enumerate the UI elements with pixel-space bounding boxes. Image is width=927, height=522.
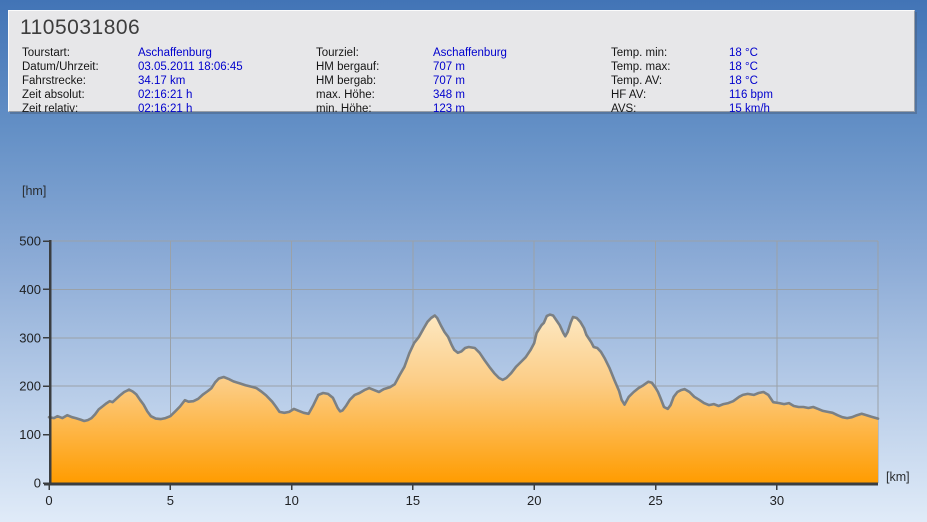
stats-column-elevation: Tourziel: Aschaffenburg HM bergauf: 707 m … [316, 46, 507, 116]
stat-label: Fahrstrecke: [22, 75, 86, 87]
stat-label: min. Höhe: [316, 103, 372, 115]
stat-row: Tourziel: Aschaffenburg [316, 46, 507, 60]
stat-row: AVS: 15 km/h [611, 102, 773, 116]
x-tick-label: 5 [167, 493, 174, 508]
stat-value: Aschaffenburg [433, 47, 507, 59]
stat-row: HM bergab: 707 m [316, 74, 507, 88]
x-tick-label: 0 [45, 493, 52, 508]
stat-label: HF AV: [611, 89, 647, 101]
chart-gridlines [49, 240, 879, 483]
elevation-area [49, 314, 878, 483]
y-tick-label: 400 [19, 282, 41, 297]
stat-row: Datum/Uhrzeit: 03.05.2011 18:06:45 [22, 60, 243, 74]
y-axis-unit-label: [hm] [22, 184, 46, 198]
x-tick-label: 30 [770, 493, 784, 508]
stats-column-start: Tourstart: Aschaffenburg Datum/Uhrzeit: 03… [22, 46, 243, 116]
tour-id-title: 1105031806 [20, 16, 141, 39]
stat-value: 18 °C [729, 75, 758, 87]
stat-value: 707 m [433, 75, 465, 87]
tour-stats-panel: 1105031806 Tourstart: Aschaffenburg Datum… [8, 10, 915, 115]
chart-axes [43, 240, 878, 490]
y-tick-label: 100 [19, 427, 41, 442]
stat-value: 02:16:21 h [138, 89, 193, 101]
stat-label: Temp. min: [611, 47, 668, 59]
stat-row: Temp. AV: 18 °C [611, 74, 773, 88]
elevation-line [47, 313, 880, 423]
stats-column-temp-hr: Temp. min: 18 °C Temp. max: 18 °C Temp. AV… [611, 46, 773, 116]
stat-value: 116 bpm [729, 89, 773, 101]
stat-row: HF AV: 116 bpm [611, 88, 773, 102]
stat-value: Aschaffenburg [138, 47, 212, 59]
stat-row: Zeit absolut: 02:16:21 h [22, 88, 243, 102]
stat-label: Zeit relativ: [22, 103, 79, 115]
x-tick-label: 10 [284, 493, 298, 508]
chart-tick-labels: 0 100 200 300 400 500 0 5 10 15 20 25 30 [19, 234, 784, 509]
stat-label: HM bergauf: [316, 61, 380, 73]
stat-value: 18 °C [729, 47, 758, 59]
stat-label: AVS: [611, 103, 637, 115]
stat-row: min. Höhe: 123 m [316, 102, 507, 116]
stat-row: HM bergauf: 707 m [316, 60, 507, 74]
stat-value: 123 m [433, 103, 465, 115]
stat-value: 15 km/h [729, 103, 770, 115]
stat-label: Temp. AV: [611, 75, 663, 87]
stat-label: Datum/Uhrzeit: [22, 61, 99, 73]
stat-row: Temp. min: 18 °C [611, 46, 773, 60]
stat-value: 18 °C [729, 61, 758, 73]
stat-row: Zeit relativ: 02:16:21 h [22, 102, 243, 116]
stat-label: HM bergab: [316, 75, 377, 87]
y-tick-label: 500 [19, 234, 41, 249]
stat-value: 03.05.2011 18:06:45 [138, 61, 243, 73]
stat-label: Tourziel: [316, 47, 359, 59]
y-tick-label: 300 [19, 330, 41, 345]
stat-value: 348 m [433, 89, 465, 101]
stat-row: max. Höhe: 348 m [316, 88, 507, 102]
stat-label: Temp. max: [611, 61, 671, 73]
stat-row: Tourstart: Aschaffenburg [22, 46, 243, 60]
x-tick-label: 20 [527, 493, 541, 508]
stat-value: 02:16:21 h [138, 103, 193, 115]
stat-value: 34.17 km [138, 75, 186, 87]
x-tick-label: 15 [406, 493, 420, 508]
stat-label: max. Höhe: [316, 89, 375, 101]
stat-value: 707 m [433, 61, 465, 73]
stat-label: Zeit absolut: [22, 89, 85, 101]
y-tick-label: 0 [34, 476, 41, 491]
y-tick-label: 200 [19, 379, 41, 394]
x-tick-label: 25 [648, 493, 662, 508]
elevation-profile-series [47, 313, 880, 483]
stat-row: Fahrstrecke: 34.17 km [22, 74, 243, 88]
x-axis-unit-label: [km] [886, 470, 910, 484]
stat-label: Tourstart: [22, 47, 70, 59]
stat-row: Temp. max: 18 °C [611, 60, 773, 74]
